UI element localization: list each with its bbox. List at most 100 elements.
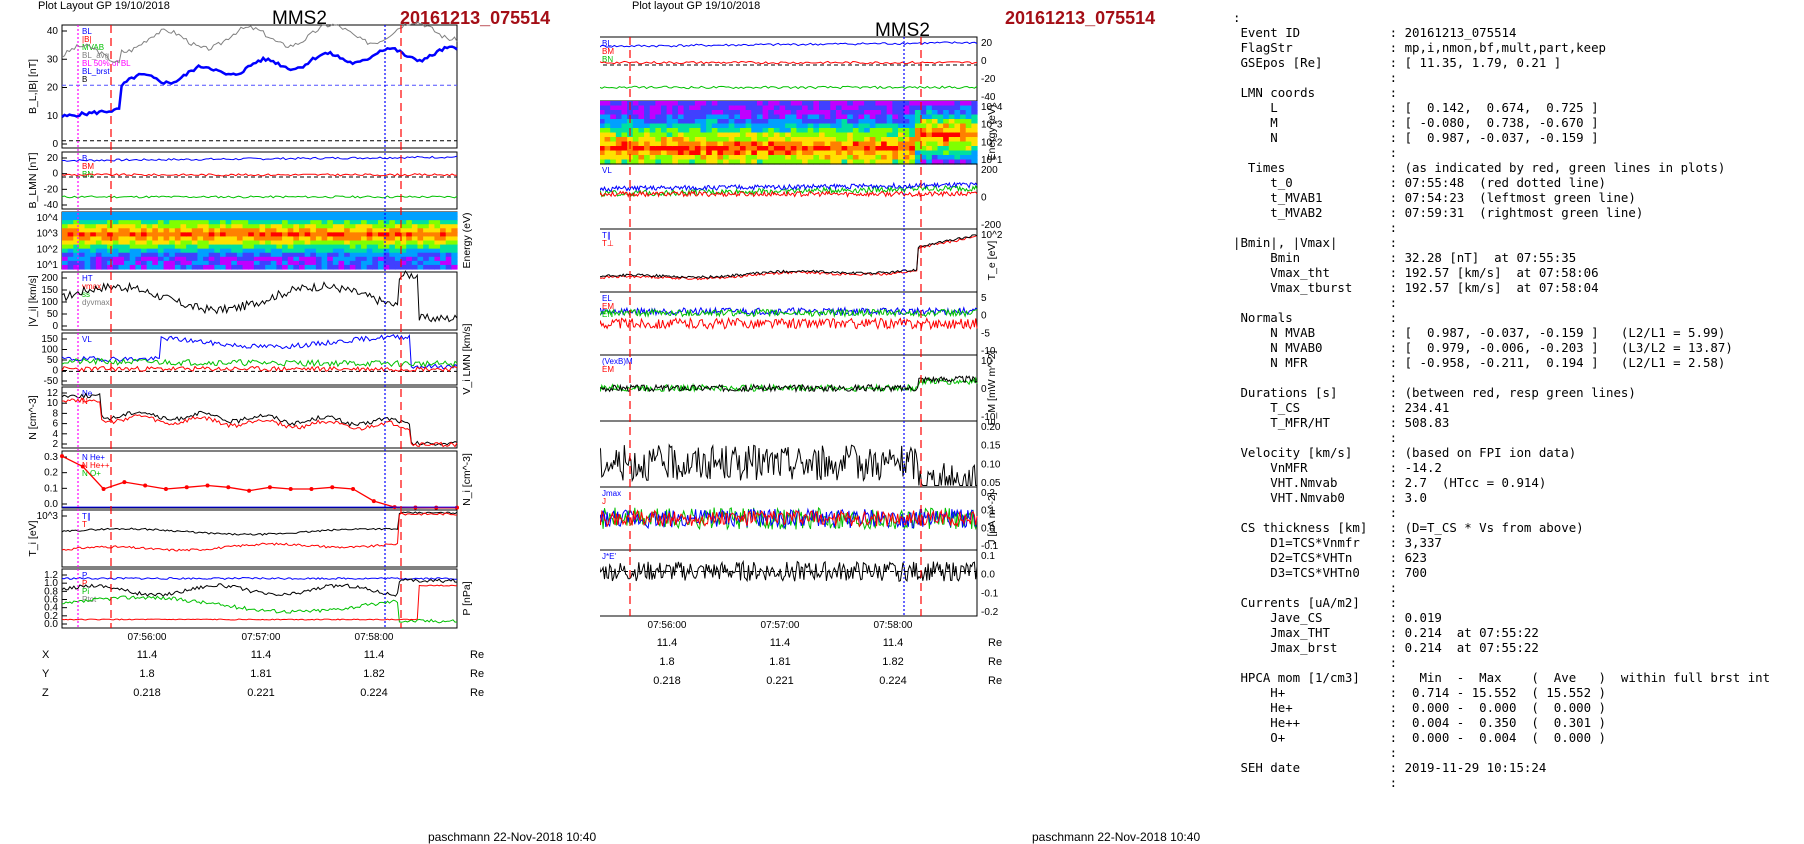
spectrogram-cell [95, 216, 103, 221]
spectrogram-cell [745, 114, 752, 120]
spectrogram-cell [236, 232, 244, 238]
spectrogram-cell [723, 141, 730, 147]
spectrogram-cell [225, 256, 232, 262]
spectrogram-cell [745, 128, 752, 134]
spectrogram-cell [214, 220, 221, 225]
spectrogram-cell [90, 228, 97, 233]
spectrogram-cell [197, 252, 204, 258]
spectrogram-cell [869, 132, 877, 138]
spectrogram-cell [638, 141, 645, 147]
spectrogram-cell [779, 146, 786, 152]
spectrogram-cell [717, 123, 724, 129]
spectrogram-cell [208, 232, 215, 238]
spectrogram-cell [706, 137, 713, 143]
spectrogram-cell [762, 128, 769, 134]
spectrogram-cell [700, 141, 707, 147]
right-plot-header: Plot layout GP 19/10/2018 [632, 0, 761, 12]
spectrogram-cell [813, 159, 820, 165]
coord-label: Z [42, 687, 49, 699]
spectrogram-cell [67, 216, 74, 221]
spectrogram-cell [214, 240, 221, 246]
spectrogram-cell [672, 110, 679, 116]
spectrogram-cell [84, 240, 91, 246]
spectrogram-cell [745, 123, 752, 129]
series-line [600, 41, 978, 48]
spectrogram-cell [965, 105, 972, 111]
spectrogram-cell [440, 220, 447, 225]
spectrogram-cell [90, 232, 97, 238]
spectrogram-cell [869, 119, 877, 125]
spectrogram-cell [892, 150, 899, 156]
spectrogram-cell [627, 159, 634, 165]
spectrogram-cell [683, 128, 690, 134]
spectrogram-cell [124, 236, 131, 242]
spectrogram-cell [751, 123, 758, 129]
spectrogram-cell [672, 123, 679, 129]
spectrogram-cell [338, 236, 345, 242]
spectrogram-cell [807, 159, 814, 165]
spectrogram-cell [796, 150, 803, 156]
spectrogram-cell [610, 119, 617, 125]
spectrogram-cell [378, 224, 385, 229]
spectrogram-cell [604, 110, 611, 116]
spectrogram-cell [315, 240, 323, 246]
spectrogram-cell [604, 105, 611, 111]
spectrogram-cell [881, 155, 888, 161]
spectrogram-cell [785, 128, 792, 134]
spectrogram-cell [723, 105, 730, 111]
spectrogram-cell [644, 110, 651, 116]
spectrogram-cell [610, 123, 617, 129]
spectrogram-cell [389, 220, 396, 225]
spectrogram-cell [638, 114, 645, 120]
spectrogram-cell [84, 252, 91, 258]
spectrogram-cell [965, 132, 972, 138]
spectrogram-cell [785, 123, 792, 129]
spectrogram-cell [740, 141, 747, 147]
spectrogram-cell [717, 110, 724, 116]
y-tick-label: 1.0 [44, 578, 58, 589]
spectrogram-cell [898, 141, 905, 147]
info-line: t_MVAB2 : 07:59:31 (rightmost green line… [1233, 205, 1644, 220]
spectrogram-cell [740, 159, 747, 165]
spectrogram-cell [236, 256, 244, 262]
y-tick-label: 0 [981, 311, 987, 322]
coord-unit: Re [988, 637, 1002, 649]
spectrogram-cell [220, 244, 227, 250]
spectrogram-cell [411, 220, 419, 225]
series-line [600, 234, 978, 279]
spectrogram-cell [236, 240, 244, 246]
y-tick-label: 10 [47, 111, 59, 122]
spectrogram-cell [214, 244, 221, 250]
spectrogram-cell [361, 220, 368, 225]
spectrogram-cell [304, 244, 311, 250]
spectrogram-cell [813, 132, 820, 138]
spectrogram-cell [163, 264, 170, 270]
coord-value: 1.81 [250, 668, 271, 680]
spectrogram-cell [852, 123, 860, 129]
spectrogram-cell [672, 159, 679, 165]
spectrogram-cell [796, 146, 803, 152]
spectrogram-cell [600, 132, 606, 138]
spectrogram-cell [186, 220, 193, 225]
spectrogram-cell [355, 244, 362, 250]
spectrogram-cell [807, 146, 814, 152]
spectrogram-cell [615, 155, 623, 161]
spectrogram-cell [689, 128, 696, 134]
spectrogram-cell [655, 141, 662, 147]
spectrogram-cell [700, 132, 707, 138]
spectrogram-cell [101, 256, 108, 262]
spectrogram-cell [847, 110, 854, 116]
spectrogram-cell [327, 260, 334, 266]
spectrogram-cell [118, 260, 125, 266]
y-tick-label: -10 [981, 412, 996, 423]
spectrogram-cell [112, 220, 120, 225]
spectrogram-cell [394, 244, 402, 250]
spectrogram-cell [174, 212, 182, 217]
spectrogram-cell [146, 244, 153, 250]
spectrogram-cell [349, 228, 357, 233]
spectrogram-cell [417, 228, 424, 233]
spectrogram-cell [135, 228, 142, 233]
spectrogram-cell [785, 101, 792, 107]
y-axis-label: Energy (eV) [461, 212, 473, 268]
spectrogram-cell [203, 260, 210, 266]
